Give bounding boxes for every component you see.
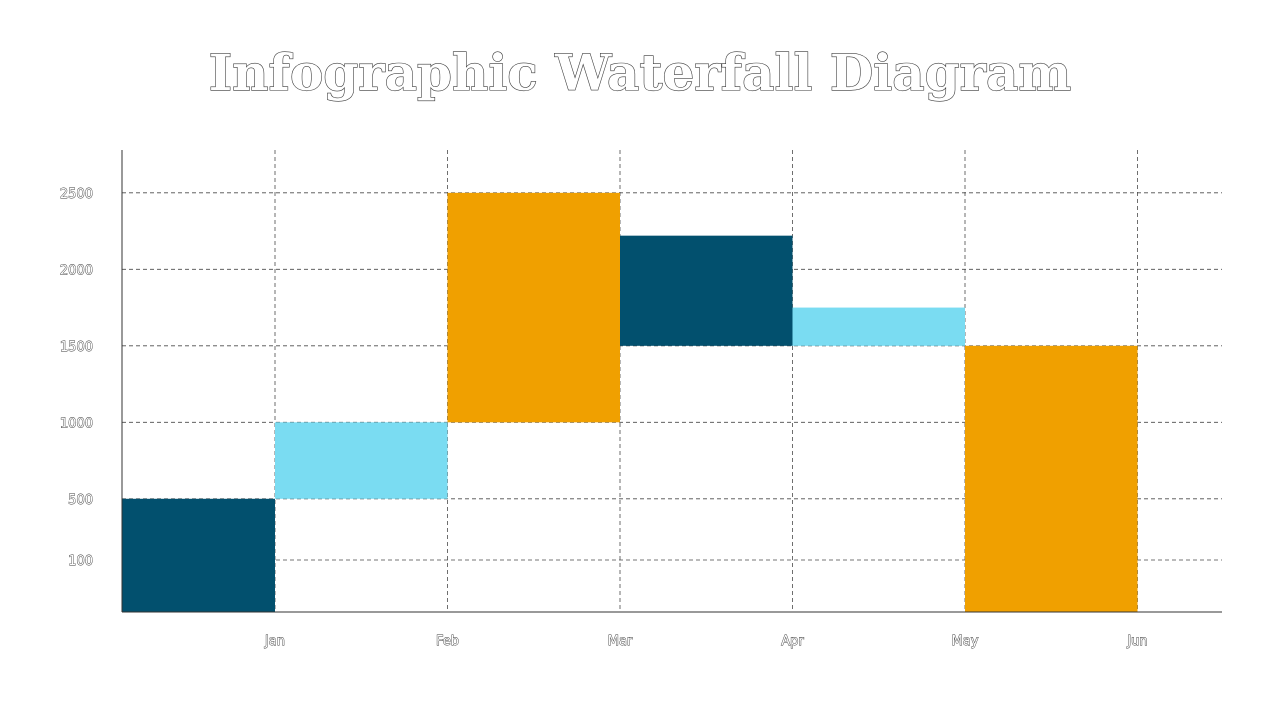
axes-layer	[121, 150, 1222, 613]
x-tick-label: Feb	[436, 634, 459, 649]
waterfall-bar	[275, 422, 448, 499]
bars-layer	[122, 192, 1138, 612]
x-tick-label: Jan	[264, 634, 285, 649]
x-tick-label: Mar	[608, 634, 633, 649]
waterfall-bar	[122, 498, 275, 612]
y-tick-label: 500	[68, 493, 93, 508]
x-tick-label: Apr	[781, 634, 804, 649]
y-tick-label: 2000	[60, 263, 93, 278]
y-tick-label: 1500	[60, 340, 93, 355]
waterfall-bar	[965, 345, 1138, 612]
waterfall-bar	[620, 235, 793, 346]
y-tick-label: 1000	[60, 416, 93, 431]
y-tick-label: 2500	[60, 187, 93, 202]
chart-title: Infographic Waterfall Diagram	[209, 43, 1072, 102]
waterfall-bar	[792, 307, 965, 346]
tick-labels: 100 500 1000 1500 2000 2500 Jan Feb Mar Apr May Jun	[59, 186, 1148, 649]
waterfall-bar	[447, 192, 620, 423]
y-tick-label: 100	[68, 554, 93, 569]
x-tick-label: Jun	[1126, 634, 1147, 649]
x-tick-label: May	[952, 634, 979, 649]
